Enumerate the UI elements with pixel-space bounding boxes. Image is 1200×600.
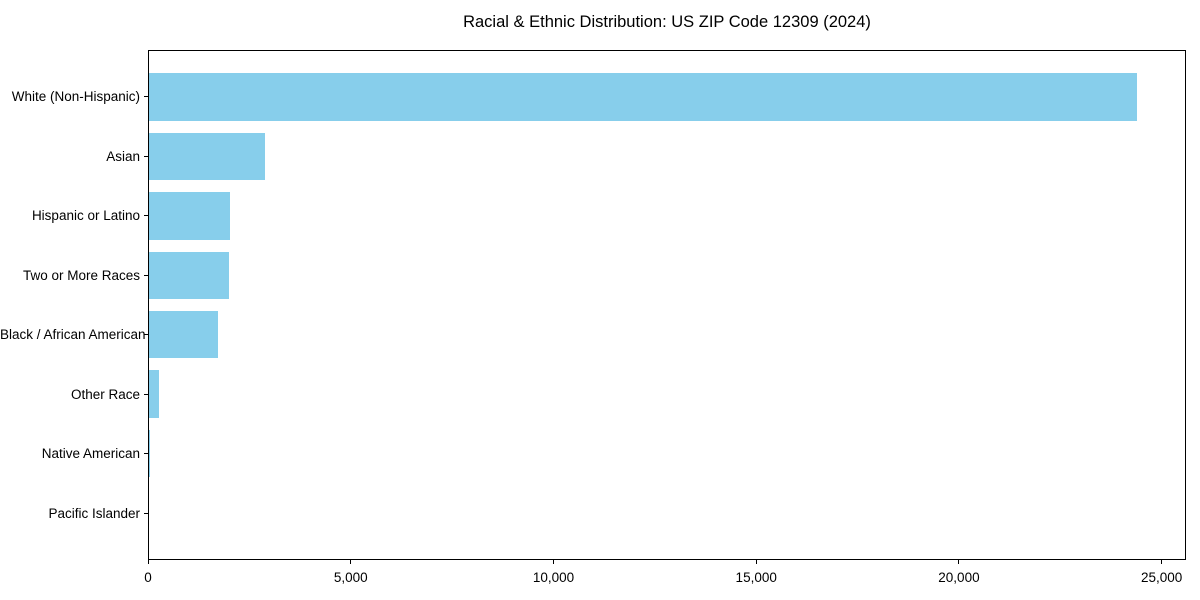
x-axis-tick-label: 5,000 — [333, 570, 368, 585]
y-axis-tick — [144, 512, 148, 514]
bar — [149, 370, 159, 418]
x-axis-tick-label: 0 — [144, 570, 152, 585]
x-axis-tick-label: 25,000 — [1141, 570, 1183, 585]
x-axis-tick — [147, 560, 149, 564]
x-axis-tick — [958, 560, 960, 564]
y-axis-tick-label: Asian — [106, 148, 140, 164]
y-axis-tick — [144, 274, 148, 276]
y-axis-tick-label: Native American — [41, 446, 140, 462]
chart-title: Racial & Ethnic Distribution: US ZIP Cod… — [463, 13, 871, 31]
y-axis-tick-label: Pacific Islander — [48, 505, 140, 521]
x-axis-tick — [350, 560, 352, 564]
x-axis-tick — [552, 560, 554, 564]
x-axis-tick-label: 15,000 — [735, 570, 777, 585]
y-axis-tick-label: White (Non-Hispanic) — [11, 89, 140, 105]
bar — [149, 192, 230, 240]
x-axis-tick — [1161, 560, 1163, 564]
y-axis-tick — [144, 334, 148, 336]
bar — [149, 132, 266, 181]
bar — [149, 310, 219, 359]
y-axis-tick — [144, 155, 148, 157]
y-axis-tick-label: Two or More Races — [22, 267, 140, 283]
plot-area — [148, 50, 1186, 560]
y-axis-tick — [144, 393, 148, 395]
bar — [149, 73, 1138, 121]
y-axis-tick — [144, 453, 148, 455]
x-axis-tick-label: 10,000 — [532, 570, 575, 585]
x-axis-tick — [755, 560, 757, 564]
y-axis-tick — [144, 215, 148, 217]
y-axis-tick-label: Other Race — [70, 386, 140, 402]
x-axis-tick-label: 20,000 — [938, 570, 980, 585]
y-axis-tick-label: Hispanic or Latino — [31, 208, 140, 224]
bar — [149, 251, 230, 300]
y-axis-tick — [144, 96, 148, 98]
y-axis-tick-label: Black / African American — [0, 327, 146, 343]
